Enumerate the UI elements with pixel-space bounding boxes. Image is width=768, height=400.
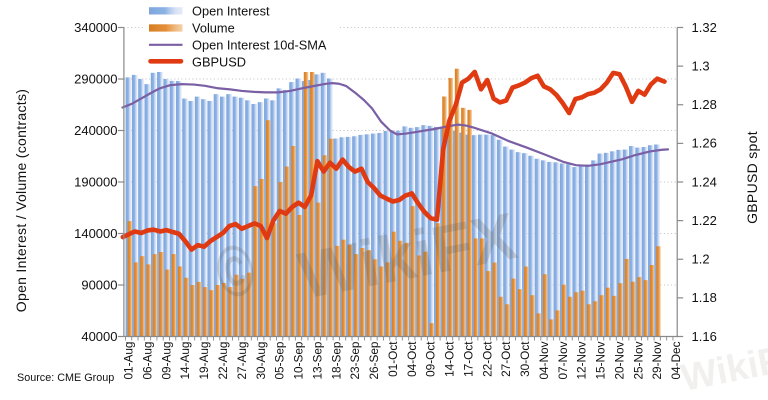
svg-text:22-Oct: 22-Oct [480,341,494,377]
svg-text:04-Dec: 04-Dec [669,341,683,379]
svg-text:14-Aug: 14-Aug [178,342,192,380]
svg-text:06-Aug: 06-Aug [141,342,155,380]
svg-text:1.24: 1.24 [692,174,717,189]
svg-text:30-Oct: 30-Oct [518,341,532,377]
svg-text:19-Aug: 19-Aug [197,342,211,380]
svg-text:27-Oct: 27-Oct [499,341,513,377]
svg-text:10-Sep: 10-Sep [292,341,306,379]
svg-text:40000: 40000 [81,329,117,344]
svg-text:27-Aug: 27-Aug [235,342,249,380]
svg-text:90000: 90000 [81,277,117,292]
svg-text:290000: 290000 [74,71,117,86]
svg-text:09-Oct: 09-Oct [424,341,438,377]
svg-text:14-Oct: 14-Oct [443,341,457,377]
svg-text:13-Sep: 13-Sep [310,341,324,379]
svg-text:Open Interest: Open Interest [192,3,270,18]
svg-text:1.16: 1.16 [692,329,717,344]
svg-text:09-Aug: 09-Aug [159,342,173,380]
svg-text:1.3: 1.3 [692,58,710,73]
svg-text:1.28: 1.28 [692,97,717,112]
svg-text:GBPUSD spot: GBPUSD spot [744,131,760,224]
svg-text:1.2: 1.2 [692,252,710,267]
svg-text:140000: 140000 [74,226,117,241]
svg-text:190000: 190000 [74,174,117,189]
svg-text:30-Aug: 30-Aug [254,342,268,380]
svg-text:Open Interest / Volume (contra: Open Interest / Volume (contracts) [13,89,29,312]
svg-text:GBPUSD: GBPUSD [192,54,246,69]
svg-text:04-Nov: 04-Nov [537,341,551,379]
svg-text:1.26: 1.26 [692,136,717,151]
svg-text:07-Nov: 07-Nov [556,341,570,379]
svg-text:20-Nov: 20-Nov [613,341,627,379]
svg-text:15-Nov: 15-Nov [594,341,608,379]
svg-text:25-Nov: 25-Nov [631,341,645,379]
svg-text:1.18: 1.18 [692,290,717,305]
svg-text:26-Sep: 26-Sep [367,341,381,379]
svg-text:18-Sep: 18-Sep [329,341,343,379]
svg-text:04-Oct: 04-Oct [405,341,419,377]
svg-text:240000: 240000 [74,123,117,138]
svg-text:23-Sep: 23-Sep [348,341,362,379]
svg-text:17-Oct: 17-Oct [461,341,475,377]
svg-text:Open Interest 10d-SMA: Open Interest 10d-SMA [192,37,327,52]
svg-text:01-Aug: 01-Aug [122,342,136,380]
svg-text:Volume: Volume [192,20,235,35]
svg-text:12-Nov: 12-Nov [575,341,589,379]
svg-text:01-Oct: 01-Oct [386,341,400,377]
svg-text:1.32: 1.32 [692,20,717,35]
svg-text:05-Sep: 05-Sep [273,341,287,379]
svg-text:29-Nov: 29-Nov [650,341,664,379]
svg-text:Source: CME Group: Source: CME Group [17,372,114,384]
svg-text:340000: 340000 [74,20,117,35]
svg-text:1.22: 1.22 [692,213,717,228]
svg-text:22-Aug: 22-Aug [216,342,230,380]
